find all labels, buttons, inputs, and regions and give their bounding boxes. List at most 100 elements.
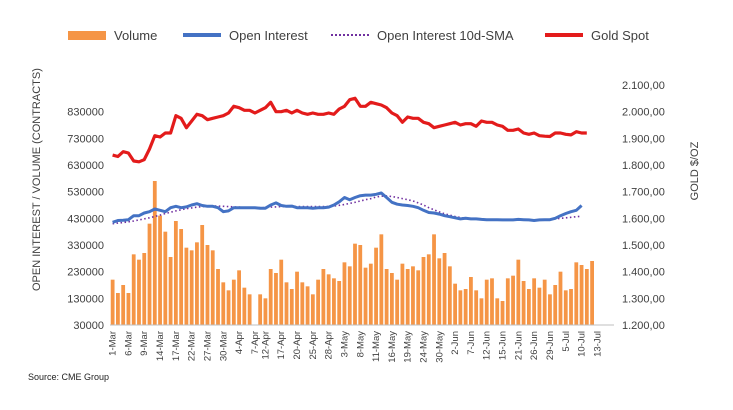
x-tick-label: 7-Apr bbox=[250, 331, 261, 354]
volume-bar bbox=[500, 301, 505, 325]
volume-bar bbox=[563, 290, 568, 325]
volume-bar bbox=[205, 245, 210, 325]
volume-bar bbox=[200, 225, 205, 325]
volume-bar bbox=[210, 250, 215, 325]
volume-bar bbox=[142, 253, 147, 325]
legend-label-gold-spot: Gold Spot bbox=[591, 27, 649, 43]
volume-bar bbox=[363, 267, 368, 325]
x-tick-label: 10-Jul bbox=[577, 331, 588, 357]
legend-label-oi-sma: Open Interest 10d-SMA bbox=[377, 27, 514, 43]
volume-bar bbox=[416, 270, 421, 325]
x-tick-label: 6-Mar bbox=[123, 331, 134, 356]
volume-bar bbox=[216, 269, 220, 325]
volume-bar bbox=[158, 215, 162, 325]
volume-bar bbox=[189, 250, 194, 325]
volume-bar bbox=[532, 278, 537, 325]
y-tick-left: 230000 bbox=[67, 267, 104, 279]
x-tick-label: 24-May bbox=[418, 331, 429, 363]
x-tick-label: 20-Apr bbox=[292, 331, 303, 360]
legend-item-volume: Volume bbox=[68, 27, 157, 43]
volume-bar bbox=[326, 274, 331, 325]
volume-bar bbox=[110, 279, 115, 325]
x-tick-label: 2-Jun bbox=[450, 331, 461, 355]
x-tick-label: 17-Mar bbox=[171, 331, 182, 361]
x-tick-label: 25-Apr bbox=[308, 331, 319, 360]
volume-bar bbox=[584, 269, 589, 325]
volume-bar bbox=[474, 290, 479, 325]
volume-bar bbox=[137, 259, 141, 325]
volume-bar bbox=[195, 242, 199, 325]
x-tick-label: 12-Apr bbox=[260, 331, 271, 360]
volume-bar bbox=[442, 253, 447, 325]
volume-bar bbox=[342, 262, 347, 325]
x-tick-label: 1-Mar bbox=[108, 331, 119, 356]
volume-bar bbox=[374, 247, 378, 325]
volume-bar bbox=[505, 278, 510, 325]
x-tick-label: 26-Jun bbox=[529, 331, 540, 360]
volume-bar bbox=[421, 257, 426, 325]
volume-bar bbox=[395, 279, 400, 325]
volume-bar bbox=[447, 266, 452, 325]
volume-bar bbox=[463, 289, 468, 325]
y-axis-left-label: OPEN INTEREST / VOLUME (CONTRACTS) bbox=[31, 68, 43, 291]
volume-bar bbox=[400, 263, 405, 325]
volume-bar bbox=[268, 269, 273, 325]
x-tick-label: 3-May bbox=[339, 331, 350, 358]
volume-bar bbox=[163, 231, 168, 325]
open-interest-line bbox=[112, 191, 583, 224]
legend-swatch-oi-sma bbox=[331, 34, 369, 36]
y-tick-left: 630000 bbox=[67, 160, 104, 172]
volume-bar bbox=[152, 181, 157, 325]
legend-swatch-volume bbox=[68, 30, 106, 40]
volume-bar bbox=[437, 258, 442, 325]
volume-bar bbox=[368, 263, 373, 325]
y-tick-left: 830000 bbox=[67, 107, 104, 119]
y-tick-right: 1.200,00 bbox=[622, 320, 665, 332]
x-tick-label: 7-Jun bbox=[466, 331, 477, 355]
volume-bar bbox=[526, 289, 531, 325]
x-tick-label: 8-May bbox=[355, 331, 366, 358]
volume-bars bbox=[110, 181, 594, 325]
volume-bar bbox=[574, 262, 579, 325]
volume-bar bbox=[553, 285, 558, 325]
x-tick-label: 22-Mar bbox=[187, 331, 198, 361]
legend-item-gold-spot: Gold Spot bbox=[545, 27, 649, 43]
volume-bar bbox=[458, 290, 463, 325]
volume-bar bbox=[511, 275, 515, 325]
x-tick-label: 13-Jul bbox=[592, 331, 603, 357]
x-tick-label: 12-Jun bbox=[482, 331, 493, 360]
y-tick-right: 1.300,00 bbox=[622, 293, 665, 305]
x-tick-label: 30-Mar bbox=[218, 331, 229, 361]
volume-bar bbox=[490, 278, 494, 325]
volume-bar bbox=[247, 294, 252, 325]
volume-bar bbox=[300, 282, 305, 325]
volume-bar bbox=[384, 269, 389, 325]
volume-bar bbox=[242, 287, 247, 325]
volume-bar bbox=[548, 294, 552, 325]
y-tick-right: 1.600,00 bbox=[622, 213, 665, 225]
y-tick-left: 330000 bbox=[67, 240, 104, 252]
gold-spot-line bbox=[112, 96, 587, 164]
x-tick-label: 15-Jun bbox=[498, 331, 509, 360]
source-note: Source: CME Group bbox=[28, 372, 110, 382]
volume-bar bbox=[184, 247, 189, 325]
y-tick-left: 30000 bbox=[73, 320, 104, 332]
volume-bar bbox=[258, 294, 263, 325]
volume-bar bbox=[295, 271, 299, 325]
x-tick-label: 17-Apr bbox=[276, 331, 287, 360]
legend: Volume Open Interest Open Interest 10d-S… bbox=[0, 27, 733, 43]
volume-bar bbox=[179, 229, 184, 325]
y-tick-left: 430000 bbox=[67, 213, 104, 225]
volume-bar bbox=[353, 243, 357, 325]
x-tick-label: 29-Jun bbox=[545, 331, 556, 360]
legend-label-volume: Volume bbox=[114, 27, 158, 43]
volume-bar bbox=[231, 279, 236, 325]
volume-bar bbox=[121, 285, 126, 325]
volume-bar bbox=[116, 293, 120, 325]
volume-bar bbox=[405, 269, 410, 325]
volume-bar bbox=[484, 279, 489, 325]
y-tick-right: 2.000,00 bbox=[622, 107, 665, 119]
legend-label-open-interest: Open Interest bbox=[229, 27, 308, 43]
axes: 30000 130000 230000 330000 430000 530000 63000… bbox=[67, 80, 665, 363]
